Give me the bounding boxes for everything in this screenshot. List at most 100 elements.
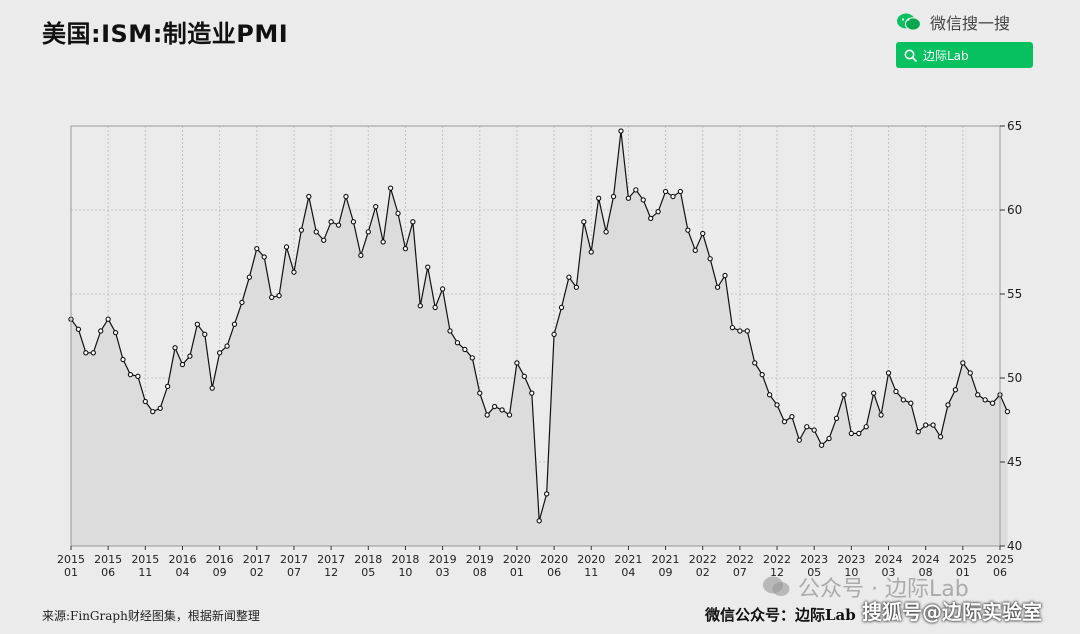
x-tick-year: 2025 [949, 553, 977, 566]
plot-frame [70, 125, 1001, 547]
data-point [700, 230, 706, 237]
x-tick-month: 06 [547, 566, 561, 579]
data-point [841, 392, 847, 398]
data-point [566, 274, 572, 280]
x-tick-month: 01 [64, 566, 78, 579]
wechat-icon [897, 13, 922, 31]
search-text: 边际Lab [923, 48, 969, 63]
data-point [454, 340, 461, 346]
data-point [670, 193, 676, 200]
x-tick-month: 11 [138, 566, 152, 579]
data-point [491, 403, 498, 410]
data-point [499, 407, 505, 413]
data-point [811, 427, 817, 433]
data-point [610, 193, 617, 200]
x-tick-month: 10 [844, 566, 858, 579]
data-point [796, 437, 802, 443]
x-tick-year: 2020 [503, 553, 531, 566]
data-point [350, 219, 357, 225]
data-point [804, 424, 810, 430]
search-button[interactable]: 边际Lab [896, 42, 1033, 68]
data-point [83, 350, 89, 356]
data-point [618, 128, 624, 134]
data-point [164, 383, 171, 390]
data-points [68, 128, 1011, 524]
data-point [930, 422, 936, 428]
data-point [157, 405, 163, 411]
axes [70, 125, 1001, 547]
data-point [105, 316, 111, 322]
page-title: 美国:ISM:制造业PMI [42, 20, 289, 48]
data-point [871, 390, 877, 396]
y-tick-label: 55 [1007, 287, 1022, 301]
data-point [596, 195, 602, 201]
data-point [328, 219, 334, 225]
data-point [581, 219, 587, 225]
data-point [373, 203, 379, 210]
data-point [276, 293, 282, 299]
data-point [75, 326, 82, 332]
data-point [98, 328, 104, 334]
data-point [937, 434, 944, 440]
x-tick-month: 11 [584, 566, 598, 579]
data-point [759, 371, 765, 378]
data-point [856, 430, 862, 437]
data-point [752, 360, 758, 366]
x-tick-year: 2015 [131, 553, 159, 566]
data-point [321, 237, 327, 243]
data-point [952, 387, 959, 393]
x-tick-month: 05 [807, 566, 821, 579]
y-tick-label: 60 [1007, 203, 1022, 217]
x-tick-year: 2022 [763, 553, 791, 566]
x-tick-year: 2020 [540, 553, 568, 566]
data-point [410, 219, 416, 225]
x-tick-year: 2019 [466, 553, 494, 566]
data-point [469, 355, 475, 361]
x-axis-ticks: 2015012015062015112016042016092017022017… [57, 546, 1014, 579]
x-tick-month: 07 [287, 566, 301, 579]
x-tick-year: 2024 [875, 553, 903, 566]
x-tick-year: 2018 [391, 553, 419, 566]
data-point [529, 390, 535, 396]
x-tick-year: 2022 [689, 553, 717, 566]
data-point [150, 408, 156, 415]
data-point [655, 209, 661, 215]
pmi-area-fill [71, 131, 1008, 547]
data-point [536, 518, 542, 524]
data-point [960, 360, 966, 366]
data-point [781, 419, 788, 425]
data-point [506, 412, 513, 418]
data-point [269, 294, 275, 301]
data-point [283, 244, 290, 250]
data-point [365, 229, 371, 235]
data-point [648, 215, 654, 222]
data-point [484, 412, 490, 418]
x-tick-month: 12 [324, 566, 338, 579]
data-point [908, 400, 914, 406]
x-tick-year: 2021 [652, 553, 680, 566]
y-axis-ticks: 40 45 50 55 60 65 [1000, 119, 1022, 553]
data-point [402, 245, 409, 252]
x-tick-month: 06 [993, 566, 1007, 579]
data-point [216, 350, 223, 356]
x-tick-month: 04 [175, 566, 189, 579]
data-point [900, 397, 907, 403]
data-point [462, 346, 468, 353]
data-point [863, 424, 869, 430]
data-point [945, 402, 951, 408]
data-point [774, 402, 780, 408]
watermark-overlay: 公众号 · 边际Lab [762, 571, 969, 603]
data-point [194, 321, 200, 327]
data-point [558, 304, 565, 311]
data-point [142, 398, 148, 405]
wechat-account-label: 微信公众号：边际Lab [705, 606, 856, 624]
x-tick-year: 2022 [726, 553, 754, 566]
data-point [588, 249, 594, 255]
x-tick-year: 2019 [429, 553, 457, 566]
wechat-search-header[interactable]: 微信搜一搜 [896, 10, 1010, 34]
data-point [514, 360, 520, 366]
y-tick-label: 65 [1007, 119, 1022, 133]
x-tick-year: 2016 [168, 553, 196, 566]
x-tick-month: 08 [919, 566, 933, 579]
